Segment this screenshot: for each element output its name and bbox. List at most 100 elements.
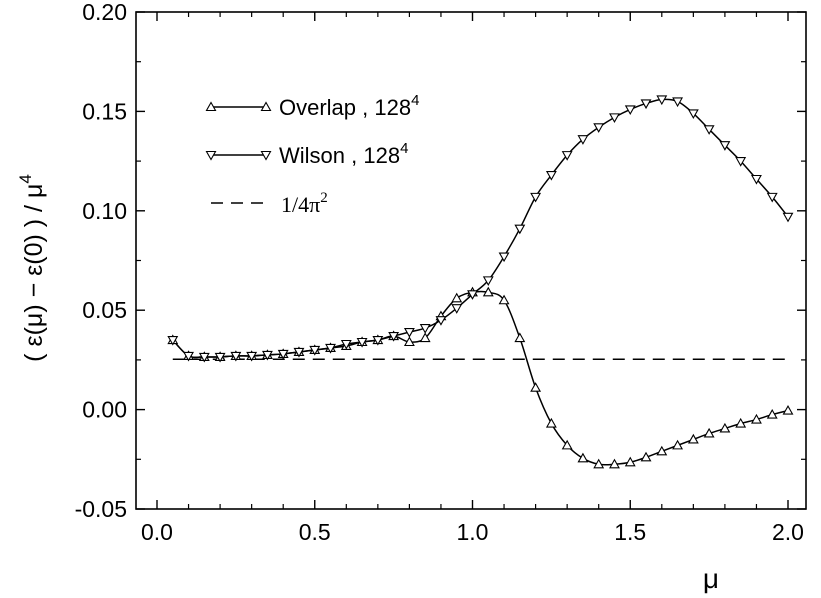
data-point-overlap <box>703 427 715 438</box>
legend-label-reference-text: 1/4π <box>281 192 320 217</box>
data-point-wilson <box>514 224 526 235</box>
legend-label-reference-sup: 2 <box>320 190 328 206</box>
data-point-wilson <box>672 97 684 108</box>
data-point-wilson <box>167 335 179 346</box>
legend-label-wilson-text: Wilson , 128 <box>279 143 400 168</box>
data-point-wilson <box>577 135 589 145</box>
data-point-wilson <box>545 170 557 181</box>
legend-label-overlap-sup: 4 <box>411 92 419 109</box>
y-axis-tick-labels: -0.05 0.00 0.05 0.10 0.15 0.20 <box>75 0 127 522</box>
data-point-overlap <box>593 458 605 469</box>
data-point-wilson <box>198 352 210 363</box>
data-point-overlap <box>419 332 431 343</box>
x-axis-tick-labels: 0.0 0.5 1.0 1.5 2.0 <box>141 519 804 545</box>
legend-marker-overlap-end <box>260 101 272 112</box>
y-axis-label-group: ( ε(μ) − ε(0) ) / μ4 <box>16 174 48 362</box>
x-axis-ticks <box>156 12 789 509</box>
data-point-overlap <box>766 408 778 419</box>
legend-item-wilson: Wilson , 1284 <box>205 140 408 168</box>
legend-label-wilson-sup: 4 <box>400 140 408 157</box>
x-tick-label: 0.5 <box>299 519 331 545</box>
x-axis-label: μ <box>703 563 719 594</box>
legend-label-overlap: Overlap , 1284 <box>279 92 419 120</box>
data-point-wilson <box>766 192 778 203</box>
series-line-wilson <box>172 98 789 359</box>
series-markers <box>167 95 794 469</box>
data-point-overlap <box>624 456 636 467</box>
data-point-overlap <box>530 382 542 392</box>
x-tick-label: 1.0 <box>457 519 489 545</box>
data-point-wilson <box>482 276 494 287</box>
data-point-wilson <box>687 109 699 120</box>
data-point-overlap <box>545 417 557 428</box>
data-point-wilson <box>640 99 652 110</box>
data-point-wilson <box>751 174 762 185</box>
data-point-wilson <box>277 349 289 360</box>
legend-marker-wilson <box>205 150 217 161</box>
data-point-wilson <box>782 212 794 223</box>
data-point-wilson <box>261 350 273 361</box>
data-point-wilson <box>735 157 747 167</box>
legend-marker-wilson-end <box>260 150 272 161</box>
data-point-overlap <box>561 439 573 450</box>
data-point-wilson <box>419 324 431 334</box>
data-point-wilson <box>230 351 242 362</box>
x-tick-label: 1.5 <box>614 519 646 545</box>
data-point-wilson <box>656 95 668 106</box>
data-point-overlap <box>482 286 494 297</box>
data-point-wilson <box>530 192 542 203</box>
data-point-wilson <box>246 351 258 362</box>
data-point-overlap <box>577 452 589 463</box>
data-point-wilson <box>214 352 226 363</box>
data-point-wilson <box>609 113 620 123</box>
y-tick-label: 0.20 <box>82 0 127 25</box>
data-point-wilson <box>372 335 384 346</box>
data-point-overlap <box>656 445 668 456</box>
data-point-wilson <box>435 316 447 326</box>
data-point-wilson <box>467 290 478 300</box>
data-point-overlap <box>672 439 684 450</box>
x-tick-label: 2.0 <box>772 519 804 545</box>
data-point-wilson <box>309 345 321 356</box>
data-point-overlap <box>782 404 794 415</box>
data-point-wilson <box>356 337 368 348</box>
legend-item-reference: 1/4π2 <box>211 190 328 217</box>
data-point-overlap <box>609 458 620 469</box>
data-point-wilson <box>388 331 400 342</box>
data-point-wilson <box>719 141 731 151</box>
legend-label-wilson: Wilson , 1284 <box>279 140 408 168</box>
data-point-wilson <box>451 304 463 314</box>
data-point-wilson <box>403 328 415 338</box>
legend-marker-overlap <box>205 101 217 112</box>
data-point-overlap <box>751 413 762 424</box>
data-point-overlap <box>403 336 415 347</box>
data-point-wilson <box>703 125 715 135</box>
legend-label-reference: 1/4π2 <box>281 190 328 217</box>
legend-item-overlap: Overlap , 1284 <box>205 92 419 120</box>
y-tick-label: -0.05 <box>75 496 127 522</box>
x-tick-label: 0.0 <box>141 519 173 545</box>
data-point-overlap <box>719 422 731 433</box>
y-axis-label-main: ( ε(μ) − ε(0) ) / μ <box>20 184 48 362</box>
y-tick-label: 0.00 <box>82 397 127 423</box>
data-point-overlap <box>514 332 526 343</box>
data-point-wilson <box>183 351 194 362</box>
y-tick-label: 0.10 <box>82 198 127 224</box>
data-point-wilson <box>624 105 636 116</box>
y-tick-label: 0.15 <box>82 98 127 124</box>
data-point-wilson <box>340 339 352 350</box>
data-point-wilson <box>498 252 510 263</box>
series-lines <box>172 98 789 466</box>
data-point-wilson <box>293 347 305 358</box>
data-point-overlap <box>451 292 463 303</box>
data-point-wilson <box>325 343 336 354</box>
legend: Overlap , 1284 Wilson , 1284 1/4π2 <box>205 92 419 217</box>
data-point-wilson <box>593 123 605 133</box>
y-tick-label: 0.05 <box>82 297 127 323</box>
y-axis-ticks <box>136 11 806 510</box>
y-axis-label-superscript: 4 <box>16 174 35 183</box>
data-point-overlap <box>687 433 699 444</box>
data-point-overlap <box>735 417 747 428</box>
y-axis-label: ( ε(μ) − ε(0) ) / μ4 <box>16 174 48 362</box>
